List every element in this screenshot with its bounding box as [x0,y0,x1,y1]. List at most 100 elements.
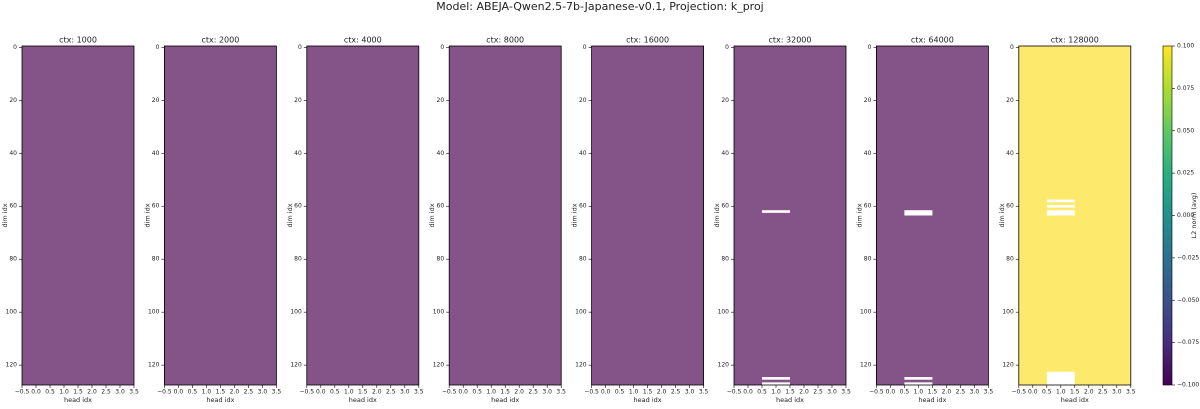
y-tick-label: 20 [721,97,729,104]
x-tick-label: 3.0 [1112,389,1122,396]
y-tick-label: 40 [294,150,302,157]
y-axis-label: dim idx [286,203,294,227]
x-tick-label: −0.5 [15,389,30,396]
x-tick-label: 1.0 [1056,389,1066,396]
colorbar-label: L2 norm (avg) [1190,193,1198,239]
x-tick-label: −0.5 [869,389,884,396]
colorbar-tick-label: 0.000 [1177,212,1194,219]
y-tick-label: 20 [1006,97,1014,104]
y-tick-label: 40 [864,150,872,157]
masked-cell [904,377,933,380]
colorbar [1162,45,1173,386]
panel-title: ctx: 1000 [59,36,97,45]
y-tick-label: 60 [152,203,160,210]
x-tick-label: 0.5 [1042,389,1052,396]
x-tick-label: 2.5 [671,389,681,396]
y-tick-label: 40 [1006,150,1014,157]
y-tick-label: 60 [721,203,729,210]
y-axis-label: dim idx [571,203,579,227]
y-tick-label: 20 [152,97,160,104]
y-tick-label: 80 [294,256,302,263]
y-axis-label: dim idx [713,203,721,227]
x-tick-label: 0.0 [1028,389,1038,396]
x-tick-label: 1.0 [344,389,354,396]
y-tick-label: 80 [437,256,445,263]
y-tick-label: 20 [864,97,872,104]
x-tick-label: 3.0 [400,389,410,396]
masked-cell [1046,199,1075,203]
x-tick-label: 1.0 [202,389,212,396]
x-axis-label: head idx [349,396,377,404]
x-tick-label: 2.0 [514,389,524,396]
x-tick-label: 0.5 [330,389,340,396]
x-tick-label: 3.5 [841,389,851,396]
y-tick-label: 0 [298,44,302,51]
x-tick-label: 3.0 [258,389,268,396]
y-tick-label: 120 [718,362,730,369]
y-tick-label: 0 [1010,44,1014,51]
x-tick-label: 0.0 [886,389,896,396]
panel-title: ctx: 64000 [911,36,954,45]
x-tick-label: 1.5 [643,389,653,396]
x-tick-label: 0.5 [900,389,910,396]
x-tick-label: 3.5 [1126,389,1136,396]
y-tick-label: 60 [437,203,445,210]
x-tick-label: 1.5 [216,389,226,396]
y-axis-label: dim idx [428,203,436,227]
heatmap-fill [306,46,419,385]
x-tick-label: 1.5 [928,389,938,396]
y-tick-label: 60 [294,203,302,210]
x-axis-label: head idx [634,396,662,404]
y-tick-label: 120 [290,362,302,369]
masked-cell [1046,204,1075,208]
x-tick-label: −0.5 [584,389,599,396]
x-tick-label: 2.0 [230,389,240,396]
colorbar-tick-label: −0.075 [1177,339,1199,346]
y-tick-label: 40 [579,150,587,157]
x-tick-label: 1.5 [1070,389,1080,396]
masked-cell [904,382,933,385]
x-tick-label: 1.0 [771,389,781,396]
y-tick-label: 120 [6,362,18,369]
panel-title: ctx: 2000 [201,36,239,45]
y-tick-label: 0 [13,44,17,51]
x-tick-label: −0.5 [1012,389,1027,396]
x-tick-label: 1.5 [785,389,795,396]
x-tick-label: 3.5 [129,389,139,396]
y-tick-label: 0 [583,44,587,51]
y-tick-label: 120 [575,362,587,369]
x-tick-label: 0.5 [188,389,198,396]
x-tick-label: 0.0 [458,389,468,396]
panel-title: ctx: 4000 [344,36,382,45]
y-tick-label: 120 [433,362,445,369]
x-tick-label: 0.5 [472,389,482,396]
y-tick-label: 60 [579,203,587,210]
y-tick-label: 20 [437,97,445,104]
y-tick-label: 80 [1006,256,1014,263]
y-tick-label: 80 [721,256,729,263]
colorbar-tick-label: 0.025 [1177,170,1194,177]
y-axis-label: dim idx [1,203,9,227]
y-tick-label: 120 [860,362,872,369]
colorbar-tick-label: 0.075 [1177,85,1194,92]
x-tick-label: −0.5 [442,389,457,396]
colorbar-tick-label: −0.025 [1177,254,1199,261]
masked-cell [904,210,933,216]
y-tick-label: 60 [9,203,17,210]
y-tick-label: 0 [725,44,729,51]
panel-title: ctx: 32000 [769,36,812,45]
y-tick-label: 120 [1002,362,1014,369]
x-tick-label: 1.5 [73,389,83,396]
y-tick-label: 20 [579,97,587,104]
y-axis-label: dim idx [143,203,151,227]
masked-cell [1046,371,1075,385]
y-axis-label: dim idx [998,203,1006,227]
y-axis-label: dim idx [855,203,863,227]
y-tick-label: 80 [864,256,872,263]
masked-cell [1046,210,1075,216]
x-tick-label: 2.5 [1098,389,1108,396]
y-tick-label: 40 [721,150,729,157]
colorbar-tick-label: 0.100 [1177,43,1194,50]
y-tick-label: 80 [579,256,587,263]
y-tick-label: 0 [868,44,872,51]
